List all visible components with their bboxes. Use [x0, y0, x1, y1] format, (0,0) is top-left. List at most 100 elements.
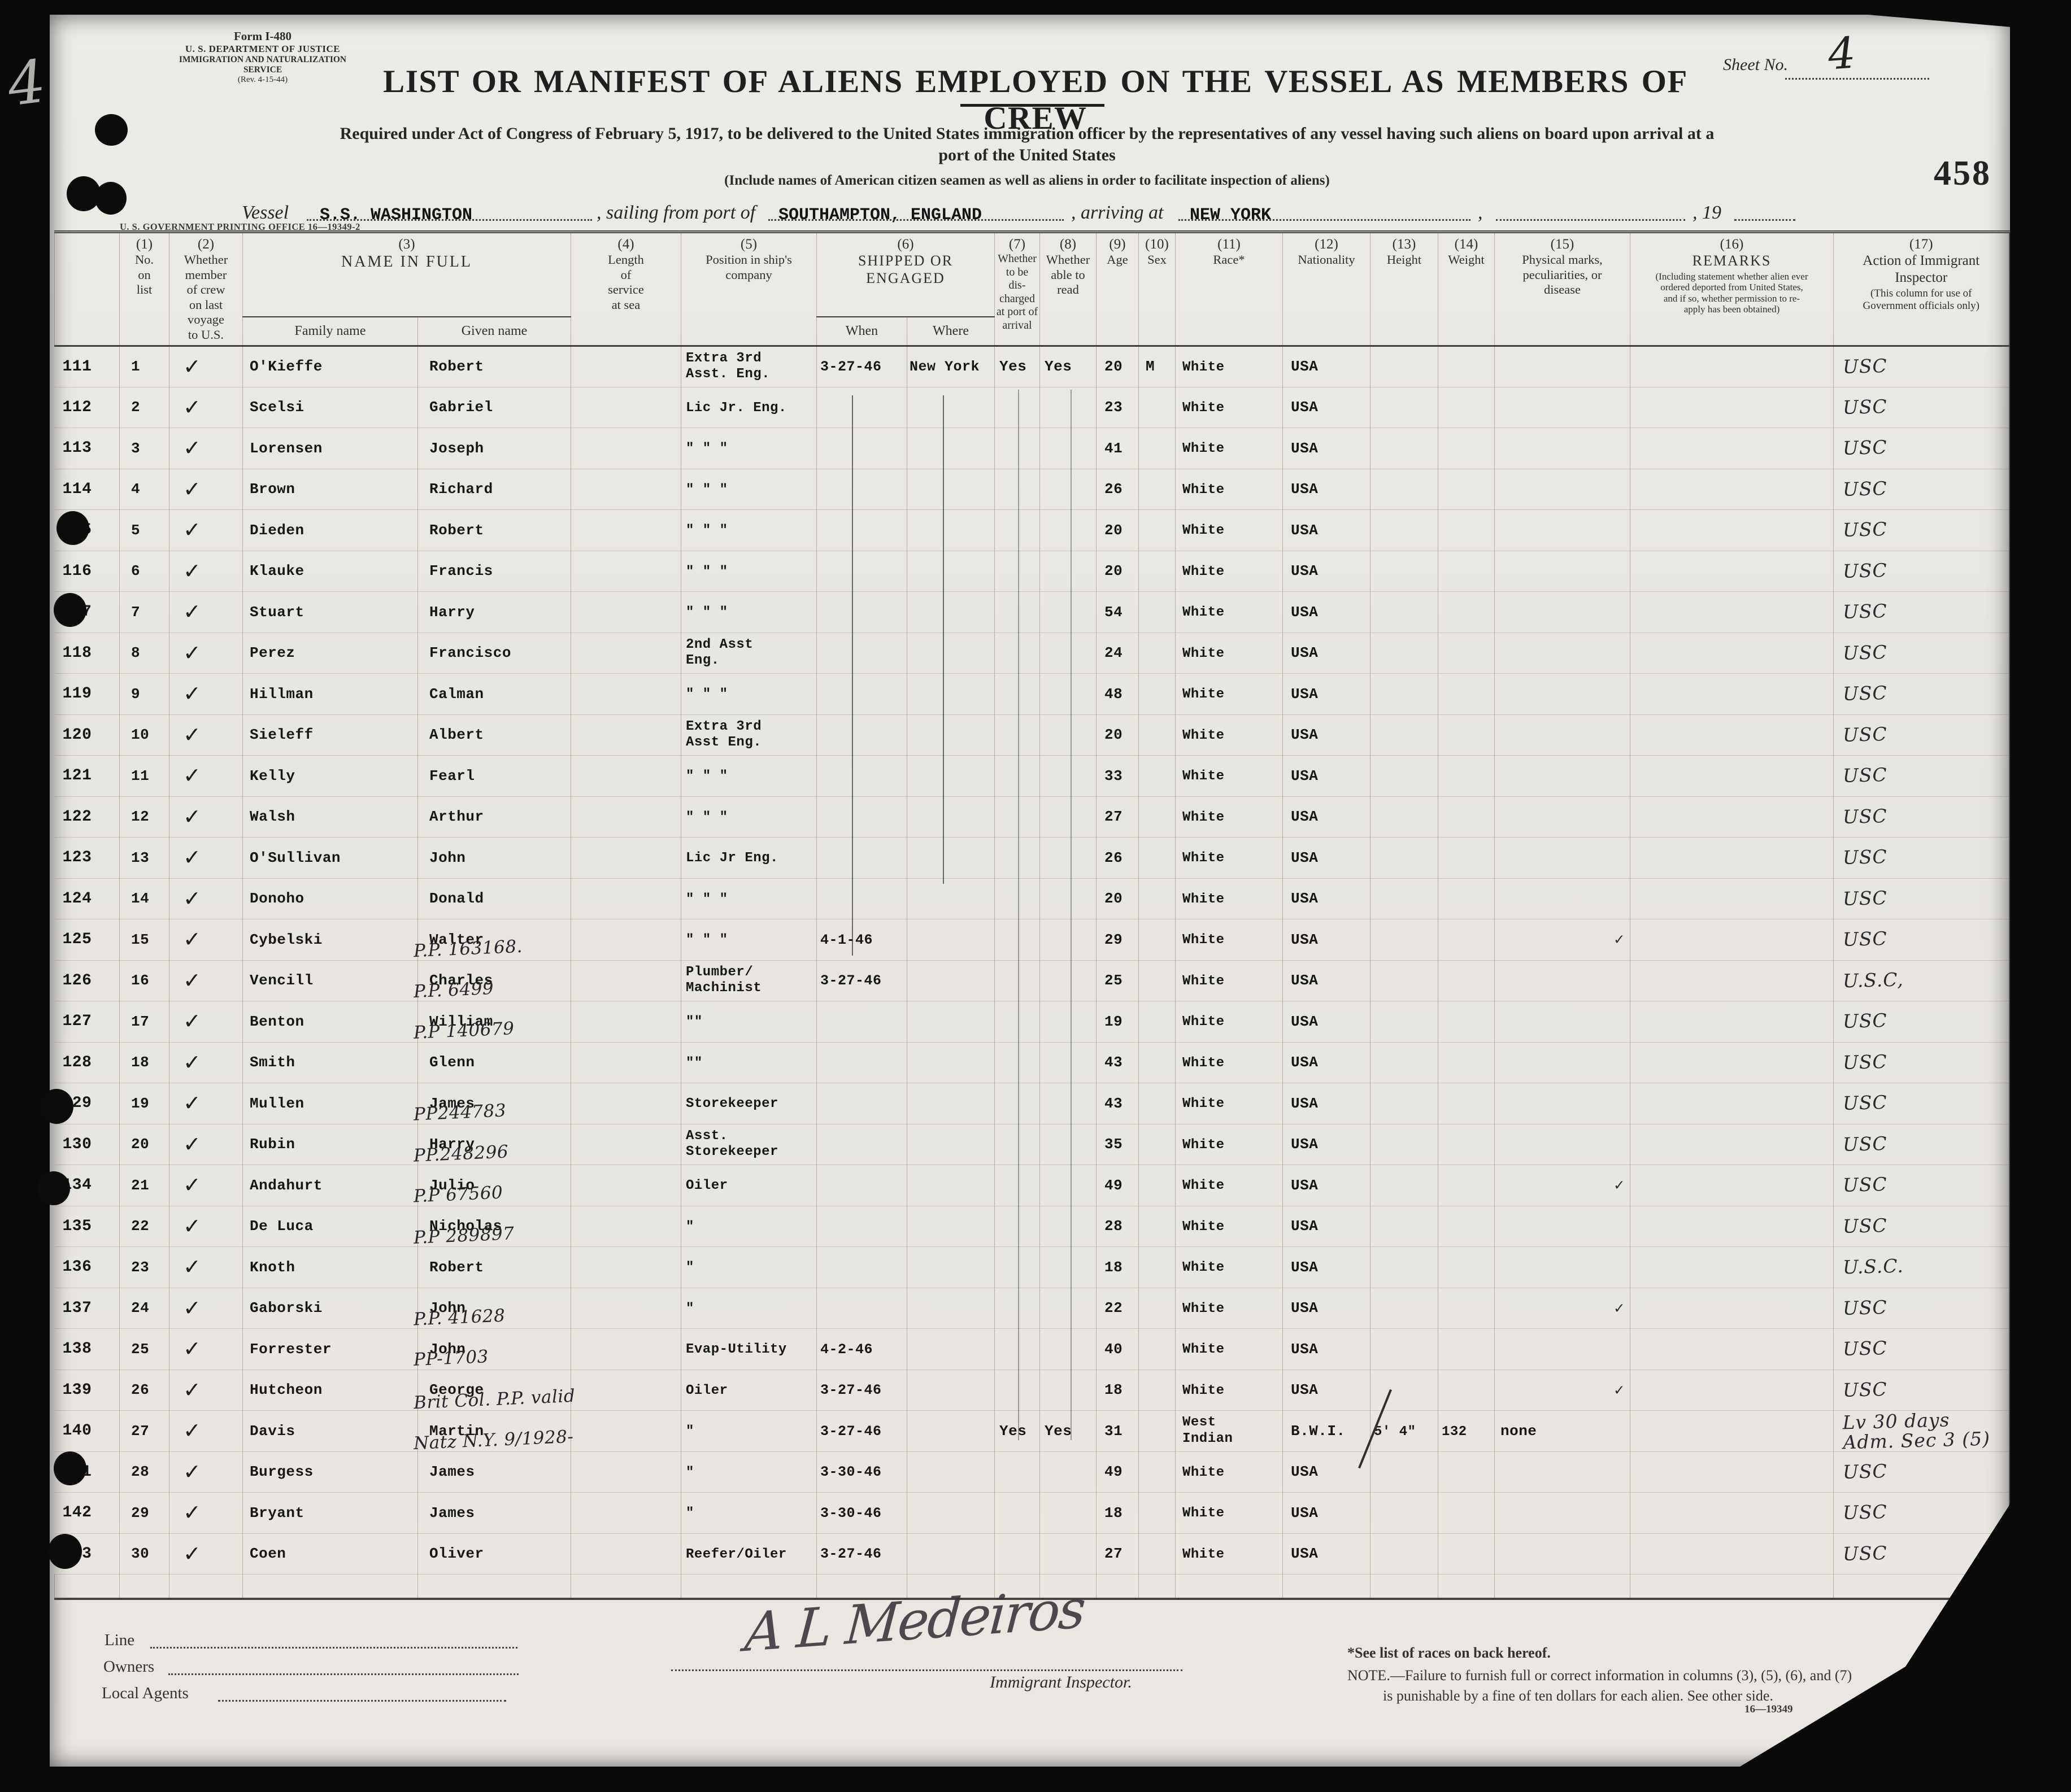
sex — [1138, 1533, 1176, 1575]
height — [1370, 1369, 1438, 1411]
weight — [1438, 1246, 1495, 1288]
age: 49 — [1096, 1451, 1139, 1493]
given-name: Gabriel — [417, 386, 571, 428]
discharged-at-arrival — [994, 1492, 1040, 1533]
shipped-where — [907, 1041, 995, 1083]
discharged-at-arrival — [994, 714, 1040, 756]
family-name: Scelsi — [242, 386, 418, 428]
given-name: Harry — [417, 591, 571, 633]
subtitle-line1: Required under Act of Congress of Februa… — [340, 124, 1715, 143]
shipped-when — [816, 1287, 907, 1329]
remarks — [1630, 1083, 1834, 1124]
family-name: Klauke — [242, 550, 418, 592]
nationality: USA — [1282, 468, 1370, 510]
given-name: Charles P.P. 6499 — [413, 960, 571, 1002]
discharged-at-arrival — [994, 1041, 1040, 1083]
sex — [1138, 1369, 1176, 1411]
table-row: 122 12 ✓ Walsh Arthur " " " 27 White USA USC — [54, 796, 2009, 838]
remarks — [1630, 468, 1834, 510]
physical-marks — [1494, 1328, 1630, 1370]
length-of-service — [571, 428, 681, 469]
able-to-read — [1039, 509, 1097, 551]
remarks — [1630, 837, 1834, 878]
discharged-at-arrival: Yes — [994, 346, 1040, 387]
race: White — [1175, 1001, 1283, 1042]
height — [1370, 468, 1438, 510]
crew-checkmark: ✓ — [169, 1410, 243, 1451]
race: West Indian — [1175, 1410, 1283, 1451]
remarks — [1630, 919, 1834, 960]
age: 43 — [1096, 1041, 1139, 1083]
length-of-service — [571, 509, 681, 551]
given-name: Calman — [417, 673, 571, 714]
col-3-number: (3) — [398, 237, 415, 252]
inspector-action: USC — [1833, 1369, 2009, 1411]
shipped-where — [907, 796, 995, 838]
able-to-read — [1039, 1287, 1097, 1329]
age: 18 — [1096, 1246, 1139, 1288]
date-line — [1496, 219, 1685, 221]
shipped-when: 3-30-46 — [816, 1492, 907, 1533]
nationality: USA — [1282, 837, 1370, 878]
col-11-header: (11) Race* — [1175, 232, 1283, 346]
discharged-at-arrival — [994, 1205, 1040, 1247]
weight — [1438, 591, 1495, 633]
able-to-read — [1039, 1123, 1097, 1165]
crew-checkmark: ✓ — [169, 428, 243, 469]
local-agents-label: Local Agents — [102, 1684, 189, 1702]
shipped-where — [907, 1165, 995, 1206]
owners-blank — [168, 1673, 519, 1675]
margin-number: 139 — [54, 1369, 120, 1411]
margin-number: 140 — [54, 1410, 120, 1451]
height — [1370, 1451, 1438, 1493]
empty-cell — [242, 1574, 418, 1599]
given-name: Oliver — [417, 1533, 571, 1575]
position-in-company: " " " — [681, 509, 817, 551]
able-to-read — [1039, 960, 1097, 1001]
row-number: 29 — [119, 1492, 169, 1533]
crew-checkmark: ✓ — [169, 1165, 243, 1206]
year-label: , 19 — [1693, 202, 1721, 223]
weight: 132 — [1438, 1410, 1495, 1451]
manifest-page: Form I-480 U. S. DEPARTMENT OF JUSTICE I… — [50, 15, 2010, 1767]
empty-cell — [54, 1574, 120, 1599]
race: White — [1175, 1451, 1283, 1493]
able-to-read — [1039, 1451, 1097, 1493]
discharged-at-arrival — [994, 1123, 1040, 1165]
physical-marks — [1494, 1492, 1630, 1533]
margin-number: 114 — [54, 468, 120, 510]
immigrant-inspector-label: Immigrant Inspector. — [990, 1673, 1132, 1691]
length-of-service — [571, 468, 681, 510]
crew-checkmark: ✓ — [169, 1533, 243, 1575]
row-number: 19 — [119, 1083, 169, 1124]
passport-note: PP.248296 — [413, 1141, 509, 1166]
height — [1370, 591, 1438, 633]
race: White — [1175, 1369, 1283, 1411]
discharged-at-arrival — [994, 673, 1040, 714]
length-of-service — [571, 1410, 681, 1451]
col-6-header: (6) SHIPPED OR ENGAGED — [816, 232, 995, 317]
able-to-read — [1039, 1492, 1097, 1533]
margin-number: 118 — [54, 632, 120, 674]
ditto-pen-line-when — [852, 395, 853, 956]
shipped-when — [816, 428, 907, 469]
race: White — [1175, 919, 1283, 960]
race: White — [1175, 714, 1283, 756]
shipped-when — [816, 1123, 907, 1165]
print-code: 16—19349 — [1744, 1703, 1793, 1715]
col-13-label: Height — [1386, 252, 1422, 267]
inspector-action: USC — [1833, 1287, 2009, 1329]
remarks — [1630, 1533, 1834, 1575]
vessel-label: Vessel — [242, 202, 289, 223]
nationality: USA — [1282, 1041, 1370, 1083]
position-in-company: " — [681, 1492, 817, 1533]
given-name: Fearl — [417, 755, 571, 796]
weight — [1438, 1041, 1495, 1083]
physical-marks: ✓ — [1494, 919, 1630, 960]
race: White — [1175, 960, 1283, 1001]
crew-checkmark: ✓ — [169, 591, 243, 633]
nationality: USA — [1282, 1205, 1370, 1247]
col-9-label: Age — [1107, 252, 1128, 267]
height — [1370, 878, 1438, 919]
